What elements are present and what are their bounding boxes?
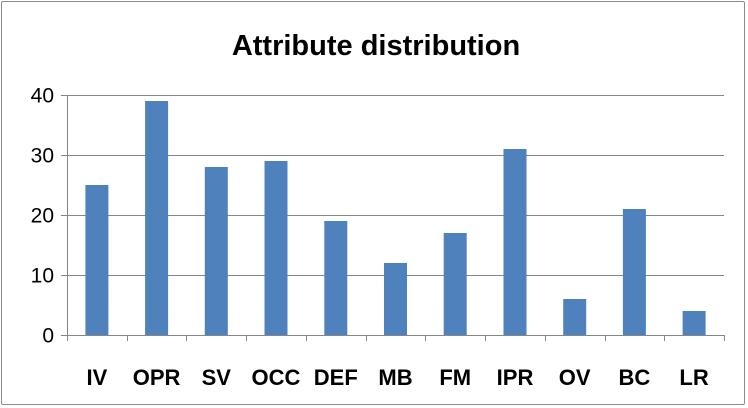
x-tick-label: OPR xyxy=(133,365,181,390)
y-tick-label: 20 xyxy=(31,205,54,228)
bars xyxy=(85,101,706,335)
bar-lr xyxy=(682,311,706,335)
x-tick-label: SV xyxy=(202,365,232,390)
x-tick-label: BC xyxy=(619,365,651,390)
x-tick-label: MB xyxy=(378,365,412,390)
x-tick-label: IV xyxy=(87,365,108,390)
bar-opr xyxy=(145,101,169,335)
bar-fm xyxy=(443,233,467,335)
x-tick-label: LR xyxy=(679,365,708,390)
y-tick-label: 10 xyxy=(31,265,54,288)
y-tick-label: 30 xyxy=(31,145,54,168)
bar-mb xyxy=(384,263,407,335)
bar-sv xyxy=(204,167,228,335)
y-tick-label: 0 xyxy=(42,325,54,348)
bar-def xyxy=(324,221,348,335)
y-tick-label: 40 xyxy=(31,85,54,108)
x-tick-labels: IV OPR SV OCC DEF MB FM IPR OV BC LR xyxy=(87,365,709,390)
chart-title: Attribute distribution xyxy=(232,30,520,62)
bar-ov xyxy=(563,299,587,335)
bar-ipr xyxy=(503,149,527,335)
bar-iv xyxy=(85,185,109,335)
bar-occ xyxy=(264,161,288,335)
bar-bc xyxy=(622,209,646,335)
x-tick-label: OCC xyxy=(252,365,301,390)
x-tick-label: DEF xyxy=(314,365,358,390)
y-tick-labels: 0 10 20 30 40 xyxy=(31,85,54,348)
x-tick-label: FM xyxy=(439,365,471,390)
x-tick-label: OV xyxy=(559,365,591,390)
x-tick-label: IPR xyxy=(497,365,534,390)
axes xyxy=(61,95,725,341)
